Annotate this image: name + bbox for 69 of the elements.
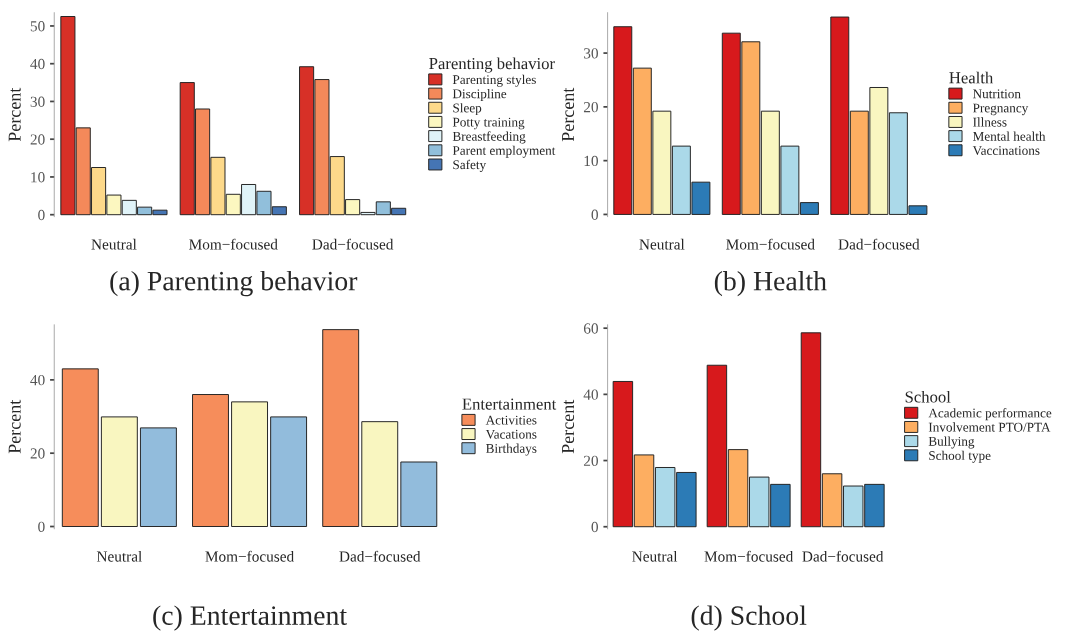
y-tick-label: 60 — [583, 323, 598, 334]
legend-label: Potty training — [452, 117, 525, 130]
text: (c) Entertainment — [153, 605, 347, 631]
legend-label: Breastfeeding — [452, 131, 526, 144]
y-tick-label: 0 — [38, 521, 45, 532]
x-tick-label: Mom−focused — [704, 550, 794, 562]
legend-title: Entertainment — [462, 398, 557, 410]
legend-label: Activities — [485, 415, 537, 425]
y-tick-label: 40 — [30, 375, 45, 386]
text: (d) School — [691, 605, 807, 631]
text: (b) Health — [714, 271, 827, 297]
legend-title: Parenting behavior — [429, 57, 555, 73]
y-axis-title: Percent — [562, 399, 575, 454]
x-tick-label: Neutral — [96, 550, 142, 562]
legend-label: School type — [929, 450, 991, 463]
x-tick-label: Neutral — [639, 238, 685, 250]
bar — [61, 368, 99, 527]
x-tick-label: Dad−focused — [312, 238, 394, 250]
y-tick-label: 0 — [38, 209, 45, 221]
legend-label: Discipline — [452, 88, 507, 101]
bar — [231, 401, 269, 527]
legend-label: Parent employment — [452, 145, 556, 158]
text: (a) Parenting behavior — [110, 270, 358, 297]
x-tick-label: Neutral — [632, 550, 678, 562]
y-tick-label: 50 — [30, 21, 45, 32]
y-tick-label: 0 — [591, 521, 598, 533]
y-axis-title: Percent — [562, 87, 575, 142]
legend-label: Sleep — [453, 103, 482, 116]
legend-title: Health — [949, 71, 994, 84]
bar — [361, 421, 399, 527]
y-tick-label: 10 — [584, 155, 598, 167]
legend-label: Illness — [973, 117, 1007, 127]
y-tick-label: 20 — [30, 134, 45, 145]
y-tick-label: 20 — [30, 448, 45, 459]
x-tick-label: Dad−focused — [339, 550, 421, 562]
bar — [400, 461, 438, 527]
legend-label: Parenting styles — [452, 74, 536, 87]
y-tick-label: 0 — [591, 209, 598, 220]
legend-label: Pregnancy — [972, 103, 1029, 116]
x-tick-label: Mom−focused — [205, 550, 294, 562]
legend-label: Mental health — [972, 131, 1046, 141]
bar — [192, 394, 229, 527]
bar — [139, 427, 177, 527]
x-tick-label: Mom−focused — [189, 238, 278, 250]
legend-label: Academic performance — [928, 408, 1052, 421]
bar — [100, 416, 138, 527]
y-axis-title: Percent — [8, 87, 21, 142]
bar — [270, 416, 308, 527]
y-tick-label: 10 — [31, 172, 45, 183]
legend-label: Nutrition — [972, 89, 1021, 99]
x-tick-label: Dad−focused — [802, 550, 884, 562]
x-tick-label: Neutral — [91, 238, 137, 250]
y-tick-label: 20 — [583, 102, 598, 113]
legend-label: Bullying — [928, 436, 975, 449]
legend-label: Safety — [453, 159, 487, 172]
y-tick-label: 40 — [30, 58, 45, 70]
y-tick-label: 20 — [583, 455, 598, 466]
legend-label: Birthdays — [486, 443, 537, 456]
x-tick-label: Dad−focused — [838, 238, 920, 250]
y-tick-label: 30 — [30, 96, 45, 107]
bar — [322, 329, 360, 527]
y-tick-label: 40 — [583, 389, 598, 400]
y-axis-title: Percent — [8, 399, 21, 454]
legend-title: School — [905, 390, 951, 403]
y-tick-label: 30 — [584, 48, 598, 59]
x-tick-label: Mom−focused — [726, 238, 815, 250]
legend-label: Involvement PTO/PTA — [928, 422, 1051, 432]
legend-label: Vaccinations — [972, 146, 1040, 156]
legend-label: Vacations — [485, 429, 537, 439]
